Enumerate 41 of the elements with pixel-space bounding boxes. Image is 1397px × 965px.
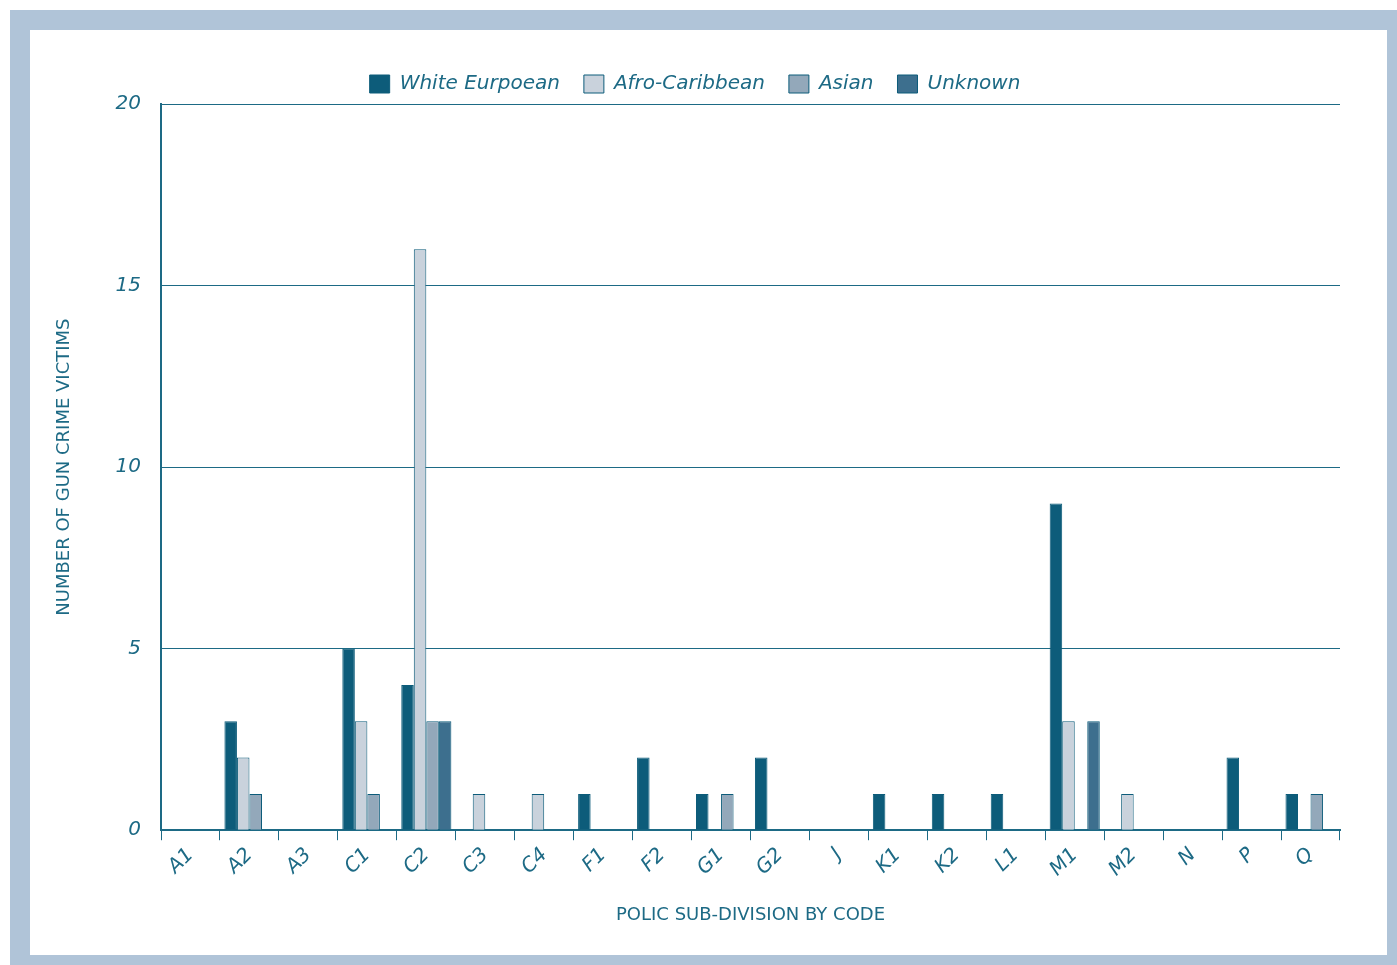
x-tick-label: J <box>822 841 847 866</box>
y-tick-label: 20 <box>115 90 142 115</box>
x-tick-label: C4 <box>515 841 552 878</box>
x-tick-label: C1 <box>338 841 375 878</box>
x-axis-title: POLIC SUB-DIVISION BY CODE <box>616 902 886 924</box>
y-axis-title: NUMBER OF GUN CRIME VICTIMS <box>52 318 74 616</box>
x-tick-label: F2 <box>635 841 670 877</box>
x-tick-label: A2 <box>219 841 257 880</box>
bar <box>578 793 591 830</box>
bar <box>1285 793 1298 830</box>
y-tick-label: 0 <box>128 816 142 841</box>
y-tick-label: 5 <box>128 634 142 659</box>
x-tick-label: Q <box>1289 841 1318 871</box>
x-tick-label: F1 <box>576 841 611 877</box>
x-tick-label: K2 <box>928 841 965 878</box>
x-tick-label: G1 <box>691 841 729 879</box>
x-tick-label: G2 <box>750 841 788 879</box>
bar <box>1226 757 1240 830</box>
legend-label: Asian <box>816 70 874 95</box>
bar <box>872 793 886 830</box>
bar <box>1049 503 1063 830</box>
x-tick-label: L1 <box>989 841 1023 876</box>
bar <box>990 793 1004 830</box>
x-tick-label: K1 <box>869 841 906 878</box>
bar <box>637 757 650 830</box>
x-tick-label: M2 <box>1102 841 1141 881</box>
x-tick-label: A3 <box>278 841 316 880</box>
legend-label: White Eurpoean <box>399 70 560 95</box>
legend-label: Unknown <box>927 70 1021 95</box>
y-tick-label: 10 <box>115 453 142 478</box>
x-tick-label: P <box>1233 841 1260 868</box>
bar <box>931 793 945 830</box>
x-tick-label: A1 <box>160 841 198 880</box>
y-tick-label: 15 <box>115 271 142 296</box>
x-tick-label: C3 <box>456 841 493 878</box>
x-tick-label: C2 <box>397 841 434 878</box>
x-tick-label: N <box>1172 841 1200 870</box>
bar <box>754 757 768 830</box>
x-tick-label: M1 <box>1043 841 1082 881</box>
legend-label: Afro-Caribbean <box>611 70 765 95</box>
bar <box>696 793 709 830</box>
